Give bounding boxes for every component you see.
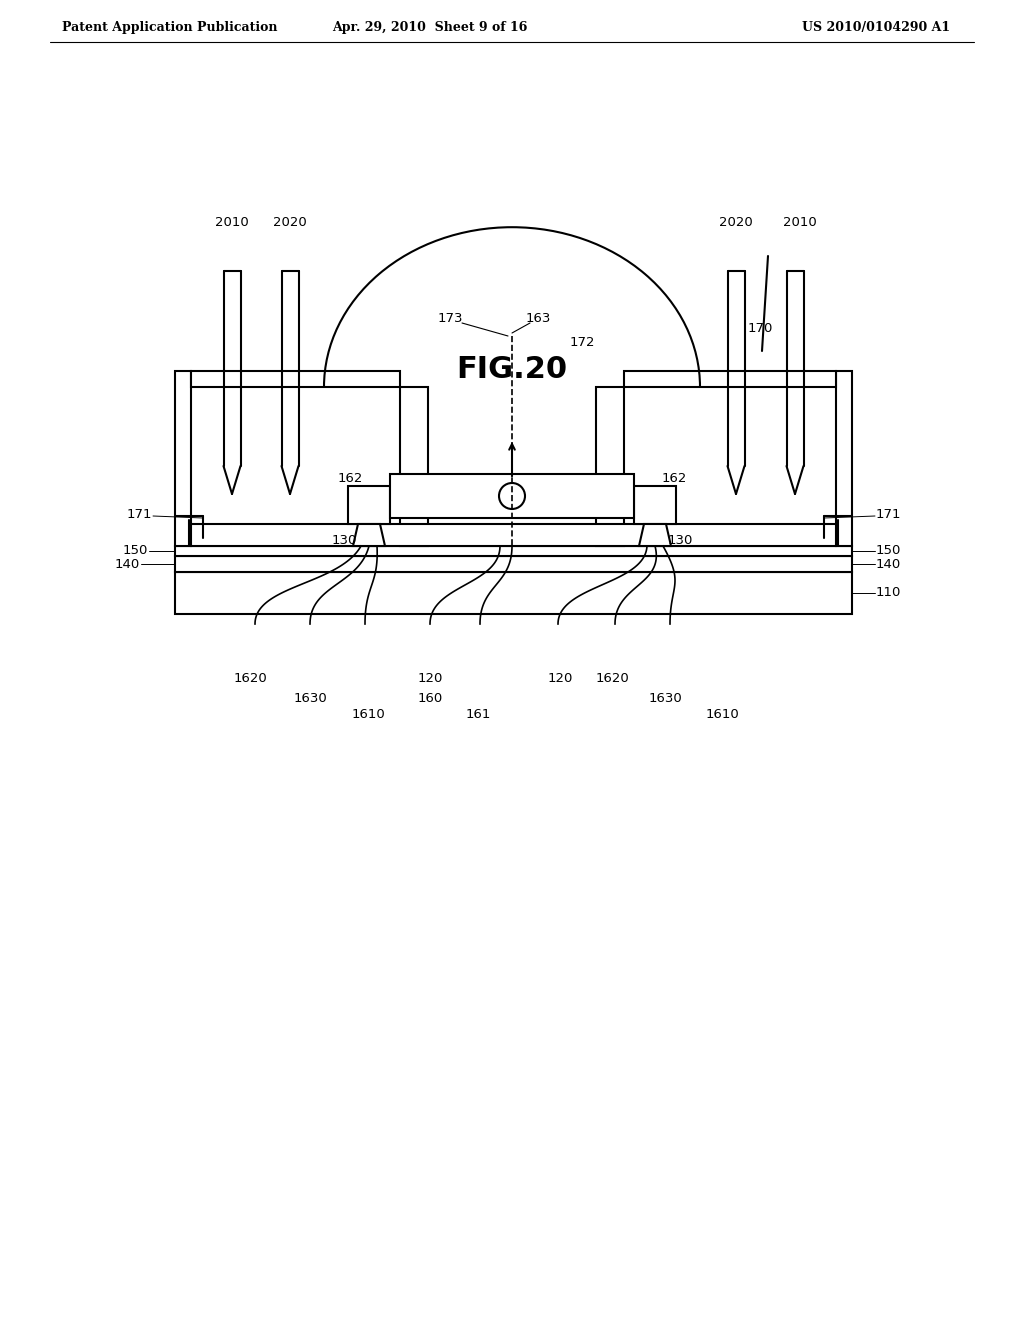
- Text: 2020: 2020: [719, 216, 753, 230]
- Polygon shape: [596, 387, 624, 546]
- Polygon shape: [175, 546, 852, 556]
- Text: 130: 130: [332, 533, 356, 546]
- Text: 140: 140: [876, 557, 901, 570]
- Text: 2010: 2010: [215, 216, 249, 230]
- Text: 171: 171: [127, 507, 152, 520]
- Text: 110: 110: [876, 586, 901, 599]
- Text: 120: 120: [418, 672, 442, 685]
- Text: 162: 162: [662, 471, 687, 484]
- Text: 2010: 2010: [783, 216, 817, 230]
- Text: 163: 163: [525, 313, 551, 326]
- Text: Apr. 29, 2010  Sheet 9 of 16: Apr. 29, 2010 Sheet 9 of 16: [333, 21, 527, 33]
- Polygon shape: [353, 524, 385, 546]
- Polygon shape: [175, 572, 852, 614]
- Polygon shape: [191, 371, 400, 387]
- Text: 170: 170: [748, 322, 773, 335]
- Text: 1610: 1610: [706, 708, 739, 721]
- Text: 140: 140: [115, 557, 140, 570]
- Text: 1630: 1630: [293, 693, 327, 705]
- Polygon shape: [191, 524, 836, 546]
- Polygon shape: [175, 556, 852, 572]
- Text: 160: 160: [418, 693, 442, 705]
- Polygon shape: [634, 486, 676, 524]
- Polygon shape: [624, 371, 836, 387]
- Text: 162: 162: [337, 471, 362, 484]
- Polygon shape: [175, 371, 191, 546]
- Text: 1620: 1620: [233, 672, 267, 685]
- Text: 1620: 1620: [595, 672, 629, 685]
- Text: 1630: 1630: [648, 693, 682, 705]
- Text: Patent Application Publication: Patent Application Publication: [62, 21, 278, 33]
- Text: 171: 171: [876, 507, 901, 520]
- Text: 130: 130: [668, 533, 692, 546]
- Polygon shape: [390, 474, 634, 517]
- Text: 120: 120: [547, 672, 572, 685]
- Text: 2020: 2020: [273, 216, 307, 230]
- Text: 173: 173: [437, 313, 463, 326]
- Text: 1610: 1610: [351, 708, 385, 721]
- Text: 172: 172: [569, 337, 595, 350]
- Text: 150: 150: [876, 544, 901, 557]
- Polygon shape: [400, 387, 428, 546]
- Text: 150: 150: [123, 544, 148, 557]
- Text: 161: 161: [465, 708, 490, 721]
- Polygon shape: [639, 524, 671, 546]
- Polygon shape: [348, 486, 390, 524]
- Text: FIG.20: FIG.20: [457, 355, 567, 384]
- Polygon shape: [836, 371, 852, 546]
- Circle shape: [499, 483, 525, 510]
- Text: US 2010/0104290 A1: US 2010/0104290 A1: [802, 21, 950, 33]
